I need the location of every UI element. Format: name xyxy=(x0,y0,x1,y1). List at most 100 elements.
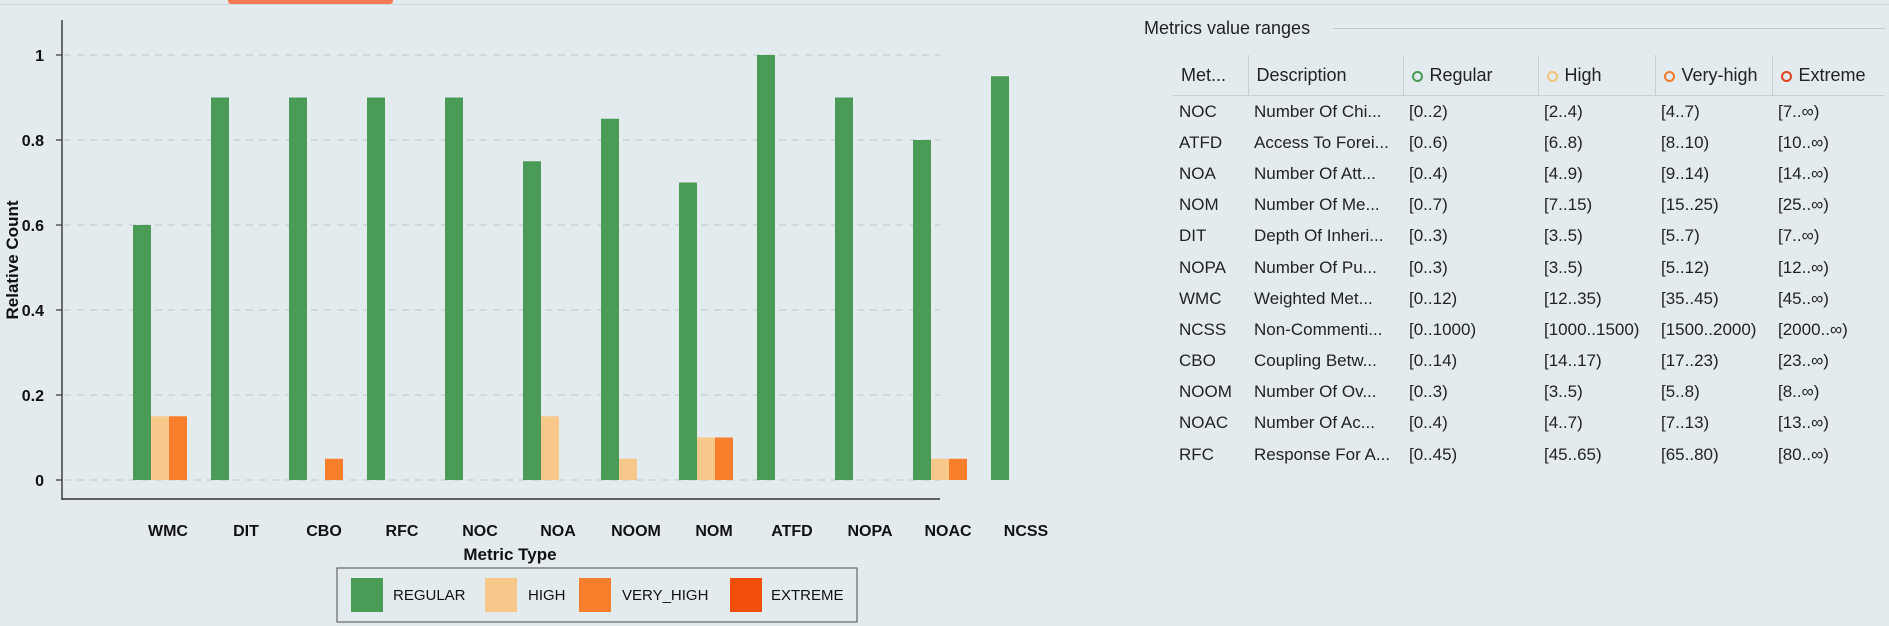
table-row[interactable]: NOC Number Of Chi... [0..2) [2..4) [4..7) [7.… xyxy=(1173,96,1885,128)
cell-high: [4..9) xyxy=(1544,163,1583,183)
cell-extreme: [23..∞) xyxy=(1778,351,1829,371)
cell-extreme: [8..∞) xyxy=(1778,382,1820,402)
header-very-high[interactable]: Very-high xyxy=(1655,55,1773,96)
cell-regular: [0..3) xyxy=(1409,257,1448,277)
cell-very-high: [1500..2000) xyxy=(1661,319,1757,339)
bar-regular-cbo xyxy=(289,97,307,480)
table-row[interactable]: ATFD Access To Forei... [0..6) [6..8) [8..10… xyxy=(1173,127,1885,158)
y-tick-label: 0.2 xyxy=(22,388,44,405)
bar-regular-atfd xyxy=(757,55,775,480)
cell-high: [7..15) xyxy=(1544,195,1593,215)
bar-regular-wmc xyxy=(133,225,151,480)
bar-regular-ncss xyxy=(991,76,1009,480)
legend-swatch-very-high xyxy=(579,578,611,612)
cell-metric: NOA xyxy=(1179,163,1216,183)
cell-metric: NOOM xyxy=(1179,382,1232,402)
table-row[interactable]: DIT Depth Of Inheri... [0..3) [3..5) [5..7) [… xyxy=(1173,221,1885,252)
bar-regular-noc xyxy=(445,97,463,480)
cell-extreme: [2000..∞) xyxy=(1778,319,1848,339)
cell-extreme: [25..∞) xyxy=(1778,195,1829,215)
ranges-header-row: Met... Description Regular High Very-hig… xyxy=(1173,55,1885,96)
cell-regular: [0..3) xyxy=(1409,226,1448,246)
very-high-circle-icon xyxy=(1663,70,1675,82)
table-row[interactable]: WMC Weighted Met... [0..12) [12..35) [35..45… xyxy=(1173,283,1885,314)
x-tick-label: DIT xyxy=(233,523,259,540)
table-row[interactable]: CBO Coupling Betw... [0..14) [14..17) [17..2… xyxy=(1173,346,1885,377)
cell-description: Number Of Att... xyxy=(1254,163,1376,183)
cell-very-high: [35..45) xyxy=(1661,288,1719,308)
table-row[interactable]: RFC Response For A... [0..45) [45..65) [65..… xyxy=(1173,439,1885,470)
cell-very-high: [17..23) xyxy=(1661,351,1719,371)
bar-high-noa xyxy=(541,416,559,480)
header-extreme[interactable]: Extreme xyxy=(1772,55,1885,96)
x-tick-label: RFC xyxy=(386,523,419,540)
x-tick-label: ATFD xyxy=(771,523,812,540)
cell-metric: NOAC xyxy=(1179,413,1229,433)
table-row[interactable]: NOM Number Of Me... [0..7) [7..15) [15..25) [… xyxy=(1173,190,1885,221)
cell-metric: ATFD xyxy=(1179,132,1223,152)
table-row[interactable]: NOOM Number Of Ov... [0..3) [3..5) [5..8) [8.… xyxy=(1173,377,1885,408)
ranges-table: Met... Description Regular High Very-hig… xyxy=(1173,55,1885,470)
y-tick-label: 1 xyxy=(35,48,44,65)
header-metric[interactable]: Met... xyxy=(1173,55,1249,96)
cell-very-high: [9..14) xyxy=(1661,163,1710,183)
cell-very-high: [65..80) xyxy=(1661,444,1719,464)
table-row[interactable]: NOAC Number Of Ac... [0..4) [4..7) [7..13) [1… xyxy=(1173,408,1885,439)
cell-very-high: [15..25) xyxy=(1661,195,1719,215)
legend-label-high: HIGH xyxy=(528,587,566,604)
x-axis-title: Metric Type xyxy=(463,545,556,564)
legend-label-regular: REGULAR xyxy=(393,587,466,604)
cell-regular: [0..1000) xyxy=(1409,319,1477,339)
cell-very-high: [5..8) xyxy=(1661,382,1700,402)
cell-very-high: [5..7) xyxy=(1661,226,1700,246)
cell-high: [3..5) xyxy=(1544,382,1583,402)
x-tick-label: NOM xyxy=(695,523,732,540)
table-row[interactable]: NOPA Number Of Pu... [0..3) [3..5) [5..12) [1… xyxy=(1173,252,1885,283)
header-regular[interactable]: Regular xyxy=(1403,55,1539,96)
header-high[interactable]: High xyxy=(1538,55,1656,96)
ranges-body: NOC Number Of Chi... [0..2) [2..4) [4..7) [7.… xyxy=(1173,96,1885,471)
cell-very-high: [4..7) xyxy=(1661,101,1700,121)
legend-label-very-high: VERY_HIGH xyxy=(622,587,708,604)
y-axis-title: Relative Count xyxy=(3,200,22,319)
cell-high: [14..17) xyxy=(1544,351,1602,371)
cell-metric: NOPA xyxy=(1179,257,1226,277)
cell-regular: [0..45) xyxy=(1409,444,1458,464)
cell-regular: [0..6) xyxy=(1409,132,1448,152)
cell-high: [6..8) xyxy=(1544,132,1583,152)
x-tick-label: NOC xyxy=(462,523,498,540)
header-description[interactable]: Description xyxy=(1248,55,1404,96)
cell-extreme: [13..∞) xyxy=(1778,413,1829,433)
metrics-value-ranges-panel: Metrics value ranges Met... Description … xyxy=(1133,8,1885,608)
table-row[interactable]: NOA Number Of Att... [0..4) [4..9) [9..14) [1… xyxy=(1173,158,1885,189)
cell-regular: [0..12) xyxy=(1409,288,1458,308)
table-row[interactable]: NCSS Non-Commenti... [0..1000) [1000..1500)… xyxy=(1173,314,1885,345)
x-tick-label: WMC xyxy=(148,523,188,540)
cell-high: [1000..1500) xyxy=(1544,319,1640,339)
cell-regular: [0..4) xyxy=(1409,163,1448,183)
x-tick-label: CBO xyxy=(306,523,342,540)
ranges-title-rule xyxy=(1333,28,1885,29)
cell-extreme: [7..∞) xyxy=(1778,226,1820,246)
bar-regular-noac xyxy=(913,140,931,480)
x-tick-label: NOPA xyxy=(847,523,892,540)
bar-high-nom xyxy=(697,437,715,480)
bar-high-wmc xyxy=(151,416,169,480)
cell-regular: [0..14) xyxy=(1409,351,1458,371)
cell-extreme: [10..∞) xyxy=(1778,132,1829,152)
x-tick-label: NCSS xyxy=(1004,523,1049,540)
cell-regular: [0..4) xyxy=(1409,413,1448,433)
active-tab-indicator xyxy=(228,0,393,4)
cell-high: [45..65) xyxy=(1544,444,1602,464)
cell-metric: DIT xyxy=(1179,226,1207,246)
bar-regular-noom xyxy=(601,118,619,480)
y-tick-label: 0.8 xyxy=(22,133,44,150)
bar-high-noom xyxy=(619,458,637,480)
top-divider xyxy=(0,4,1889,5)
cell-regular: [0..2) xyxy=(1409,101,1448,121)
cell-regular: [0..3) xyxy=(1409,382,1448,402)
cell-high: [3..5) xyxy=(1544,226,1583,246)
legend-swatch-regular xyxy=(351,578,383,612)
cell-description: Number Of Chi... xyxy=(1254,101,1382,121)
high-circle-icon xyxy=(1546,70,1558,82)
